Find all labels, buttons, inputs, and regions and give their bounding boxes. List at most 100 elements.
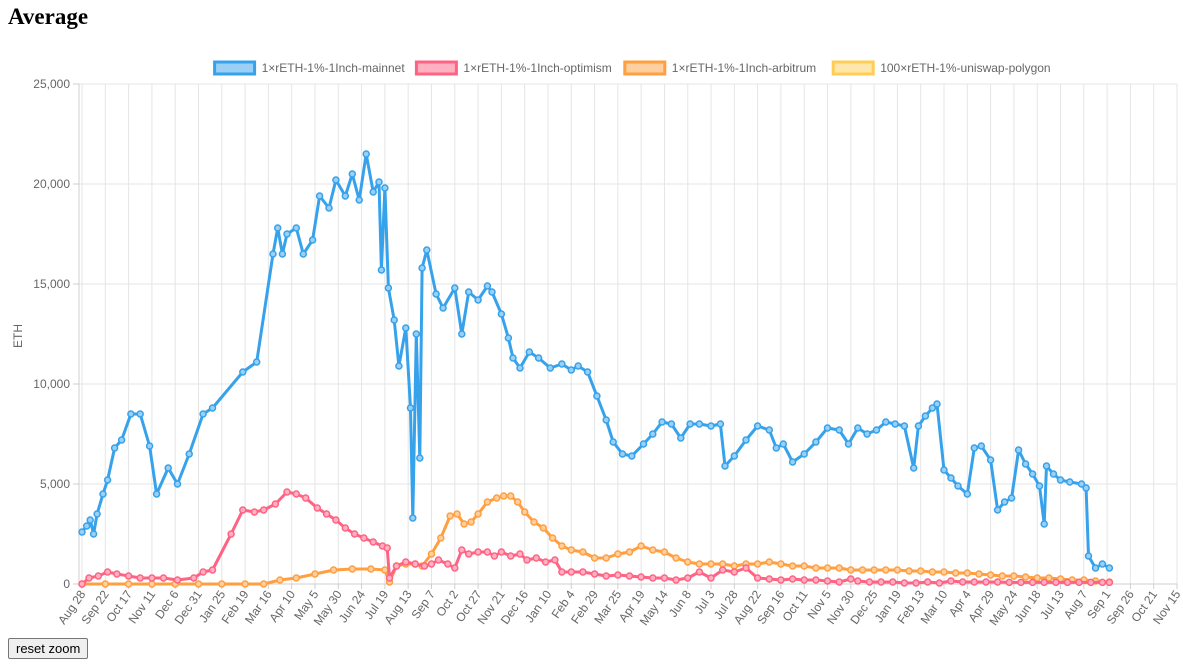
data-point xyxy=(970,444,979,452)
data-point xyxy=(677,434,685,442)
data-point xyxy=(639,440,648,448)
data-point xyxy=(127,410,135,418)
data-point xyxy=(308,236,317,244)
data-point xyxy=(497,310,506,318)
data-point xyxy=(420,562,429,570)
data-point xyxy=(935,579,944,587)
data-point xyxy=(788,562,797,570)
y-tick-label: 5,000 xyxy=(40,477,70,491)
data-point xyxy=(947,474,955,482)
data-point xyxy=(730,562,739,570)
reset-zoom-button[interactable]: reset zoom xyxy=(8,638,89,659)
data-point xyxy=(1066,478,1074,486)
data-point xyxy=(199,410,207,418)
data-point xyxy=(271,500,280,508)
x-tick-label: Aug 7 xyxy=(1061,587,1091,621)
data-point xyxy=(854,577,862,585)
data-point xyxy=(718,566,727,574)
data-point xyxy=(1040,520,1048,528)
data-point xyxy=(520,508,529,516)
data-point xyxy=(772,444,781,452)
y-tick-label: 10,000 xyxy=(33,377,70,391)
data-point xyxy=(427,550,436,558)
legend-item-0[interactable]: 1×rETH-1%-1Inch-mainnet xyxy=(213,60,406,76)
data-point xyxy=(954,482,962,490)
data-point xyxy=(117,436,126,444)
data-point xyxy=(190,574,198,582)
data-point xyxy=(384,284,393,292)
data-point xyxy=(1105,564,1114,572)
data-point xyxy=(523,556,531,564)
data-point xyxy=(78,580,86,588)
data-point xyxy=(278,250,287,258)
data-point xyxy=(882,418,890,426)
data-point xyxy=(499,492,508,500)
data-point xyxy=(1098,578,1107,587)
data-point xyxy=(467,518,475,526)
data-point xyxy=(872,426,881,434)
data-point xyxy=(993,578,1002,586)
data-point xyxy=(579,548,587,556)
data-point xyxy=(152,490,161,498)
data-point xyxy=(444,560,452,568)
data-point xyxy=(777,576,785,584)
data-point xyxy=(492,494,501,502)
data-point xyxy=(891,420,899,428)
data-point xyxy=(602,572,610,580)
data-point xyxy=(602,416,610,424)
data-point xyxy=(940,568,948,576)
data-point xyxy=(509,354,517,362)
data-point xyxy=(800,576,808,584)
data-point xyxy=(707,560,715,568)
data-point xyxy=(332,516,340,524)
data-point xyxy=(451,284,459,292)
data-point xyxy=(993,506,1002,514)
data-point xyxy=(513,498,522,506)
data-point xyxy=(847,575,855,583)
data-point xyxy=(483,498,492,506)
data-point xyxy=(1075,578,1083,587)
chart-grid xyxy=(79,83,1178,585)
y-tick-label: 0 xyxy=(63,577,70,591)
y-tick-label: 25,000 xyxy=(33,77,70,91)
data-point xyxy=(322,510,331,518)
data-point xyxy=(369,188,377,196)
data-point xyxy=(439,304,447,312)
data-point xyxy=(625,572,634,580)
data-point xyxy=(823,564,832,572)
data-point xyxy=(1077,480,1086,488)
data-point xyxy=(900,579,909,587)
data-point xyxy=(239,506,247,514)
data-point xyxy=(103,568,112,576)
legend-label: 100×rETH-1%-uniswap-polygon xyxy=(880,61,1050,75)
data-point xyxy=(453,510,461,518)
data-point xyxy=(392,562,401,570)
data-point xyxy=(1021,573,1030,581)
chart-legend[interactable]: 1×rETH-1%-1Inch-mainnet 1×rETH-1%-1Inch-o… xyxy=(213,60,1051,76)
y-tick-label: 20,000 xyxy=(33,177,70,191)
legend-item-1[interactable]: 1×rETH-1%-1Inch-optimism xyxy=(414,60,612,76)
data-point xyxy=(532,554,541,562)
data-point xyxy=(110,444,119,452)
data-point xyxy=(609,438,617,446)
data-point xyxy=(299,250,308,258)
data-point xyxy=(1014,446,1023,454)
data-point xyxy=(986,456,995,464)
data-point xyxy=(730,452,739,460)
legend-swatch xyxy=(831,60,875,76)
data-point xyxy=(432,290,440,298)
data-point xyxy=(1007,494,1016,502)
legend-item-2[interactable]: 1×rETH-1%-1Inch-arbitrum xyxy=(623,60,816,76)
data-point xyxy=(923,578,932,586)
data-point xyxy=(82,522,91,530)
data-point xyxy=(593,392,601,400)
series-0 xyxy=(78,150,1114,572)
data-point xyxy=(730,568,739,576)
data-point xyxy=(1063,578,1072,587)
data-point xyxy=(672,576,680,584)
data-point xyxy=(718,560,727,568)
data-point xyxy=(136,574,144,582)
data-point xyxy=(541,558,550,566)
legend-item-3[interactable]: 100×rETH-1%-uniswap-polygon xyxy=(831,60,1051,76)
